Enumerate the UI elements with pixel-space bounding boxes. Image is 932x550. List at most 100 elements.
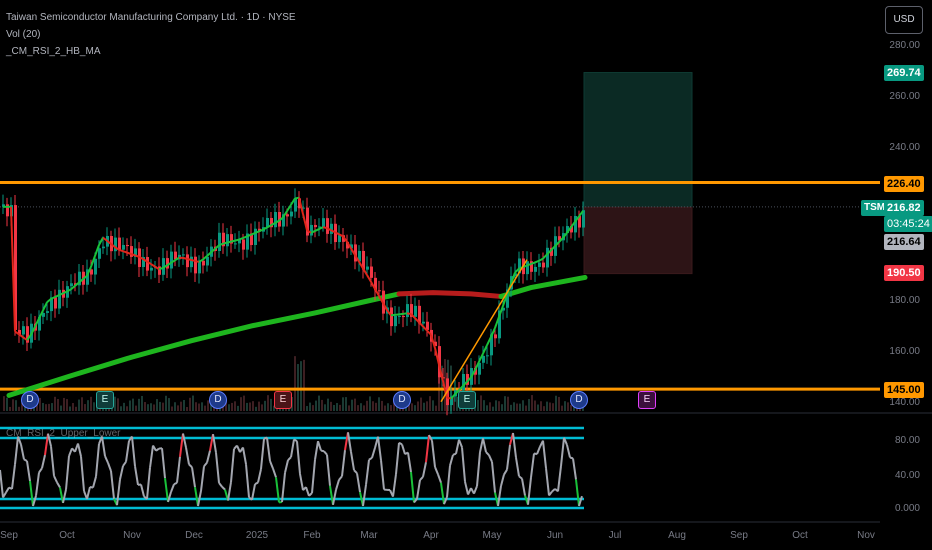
rsi-line-segment (152, 445, 157, 452)
currency-button[interactable]: USD (885, 6, 923, 34)
volume-bar (243, 395, 245, 411)
ticker-tag: TSM (861, 200, 889, 216)
dividend-marker[interactable]: D (393, 391, 411, 409)
volume-bar (135, 405, 137, 411)
volume-bar (69, 406, 71, 411)
rsi-line-segment (269, 460, 274, 469)
fast-ma-segment (142, 258, 148, 263)
candle-body (438, 346, 441, 378)
long-ma-recovery (498, 274, 588, 299)
candle-body (226, 234, 229, 247)
rsi-ma-indicator-label[interactable]: _CM_RSI_2_HB_MA (6, 46, 101, 57)
fast-ma-segment (158, 266, 164, 271)
rsi-line-segment (227, 481, 232, 501)
rsi-line-segment (368, 456, 373, 461)
fast-ma-segment (174, 256, 180, 262)
fast-ma-segment (74, 281, 80, 287)
candle-body (70, 283, 73, 287)
rsi-line-segment (545, 468, 550, 496)
volume-bar (429, 396, 431, 411)
x-axis-label: Oct (792, 530, 808, 541)
volume-bar (567, 402, 569, 411)
candle-body (494, 334, 497, 339)
fast-ma-segment (250, 232, 256, 236)
volume-bar (324, 404, 326, 411)
candle-body (426, 321, 429, 330)
volume-indicator-label[interactable]: Vol (20) (6, 29, 41, 40)
volume-bar (435, 405, 437, 411)
volume-bar (273, 405, 275, 411)
rsi-line-segment (305, 486, 310, 497)
upcoming-earnings-marker[interactable]: E (638, 391, 656, 409)
candle-body (402, 315, 405, 318)
fast-ma-segment (106, 239, 112, 245)
dividend-marker[interactable]: D (21, 391, 39, 409)
rsi-line-segment (323, 450, 328, 456)
fast-ma-segment (330, 229, 336, 234)
rsi-line-segment (23, 458, 28, 462)
fast-ma-segment (54, 294, 60, 298)
fast-ma-segment (514, 267, 520, 274)
volume-bar (444, 359, 446, 411)
candle-body (378, 290, 381, 292)
dividend-marker[interactable]: D (570, 391, 588, 409)
rsi-line-segment (560, 437, 565, 467)
rsi-line-segment (236, 445, 241, 453)
fast-ma-segment (86, 266, 92, 277)
earnings-marker[interactable]: E (96, 391, 114, 409)
volume-bar (153, 404, 155, 411)
y-axis-label: 260.00 (889, 91, 920, 102)
fast-ma-segment (406, 312, 412, 315)
volume-bar (162, 402, 164, 411)
candle-body (46, 311, 49, 313)
rsi-line-segment (413, 498, 418, 504)
rsi-line-segment (446, 465, 451, 498)
volume-bar (426, 401, 428, 411)
rsi-line-segment (287, 456, 292, 461)
y-axis-label: 180.00 (889, 295, 920, 306)
rsi-line-segment (119, 465, 124, 480)
fast-ma-segment (138, 255, 144, 260)
fast-ma-segment (434, 347, 440, 365)
close-reference-tag: 216.64 (884, 234, 924, 250)
candle-body (406, 304, 409, 318)
candle-body (54, 297, 57, 309)
rsi-line-segment (89, 485, 94, 489)
volume-bar (300, 361, 302, 411)
rsi-line-segment (392, 473, 397, 497)
fast-ma-segment (418, 321, 424, 328)
fast-ma-segment (134, 254, 140, 258)
stop-price-tag: 190.50 (884, 265, 924, 281)
candle-body (186, 254, 189, 268)
volume-bar (411, 403, 413, 411)
volume-bar (147, 404, 149, 411)
fast-ma-segment (46, 298, 52, 304)
volume-bar (480, 395, 482, 411)
volume-bar (342, 397, 344, 411)
rsi-line-segment (326, 454, 331, 486)
rsi-line-segment (68, 447, 73, 457)
volume-bar (57, 399, 59, 411)
rsi-line-segment (260, 438, 265, 470)
volume-bar (513, 402, 515, 411)
volume-bar (297, 364, 299, 411)
earnings-marker[interactable]: E (274, 391, 292, 409)
volume-bar (381, 400, 383, 411)
volume-bar (18, 406, 20, 411)
dividend-marker[interactable]: D (209, 391, 227, 409)
volume-bar (129, 400, 131, 411)
rsi-line-segment (149, 445, 154, 468)
candle-body (202, 260, 205, 266)
candle-body (354, 244, 357, 262)
rsi-line-segment (398, 441, 403, 446)
volume-bar (81, 397, 83, 411)
volume-bar (201, 402, 203, 411)
volume-bar (186, 406, 188, 411)
volume-bar (207, 400, 209, 411)
earnings-marker[interactable]: E (458, 391, 476, 409)
rsi-panel-title[interactable]: CM_RSI_2_Upper_Lower (6, 428, 121, 439)
candle-body (398, 315, 401, 317)
fast-ma-segment (274, 219, 280, 224)
fast-ma-segment (566, 226, 572, 234)
